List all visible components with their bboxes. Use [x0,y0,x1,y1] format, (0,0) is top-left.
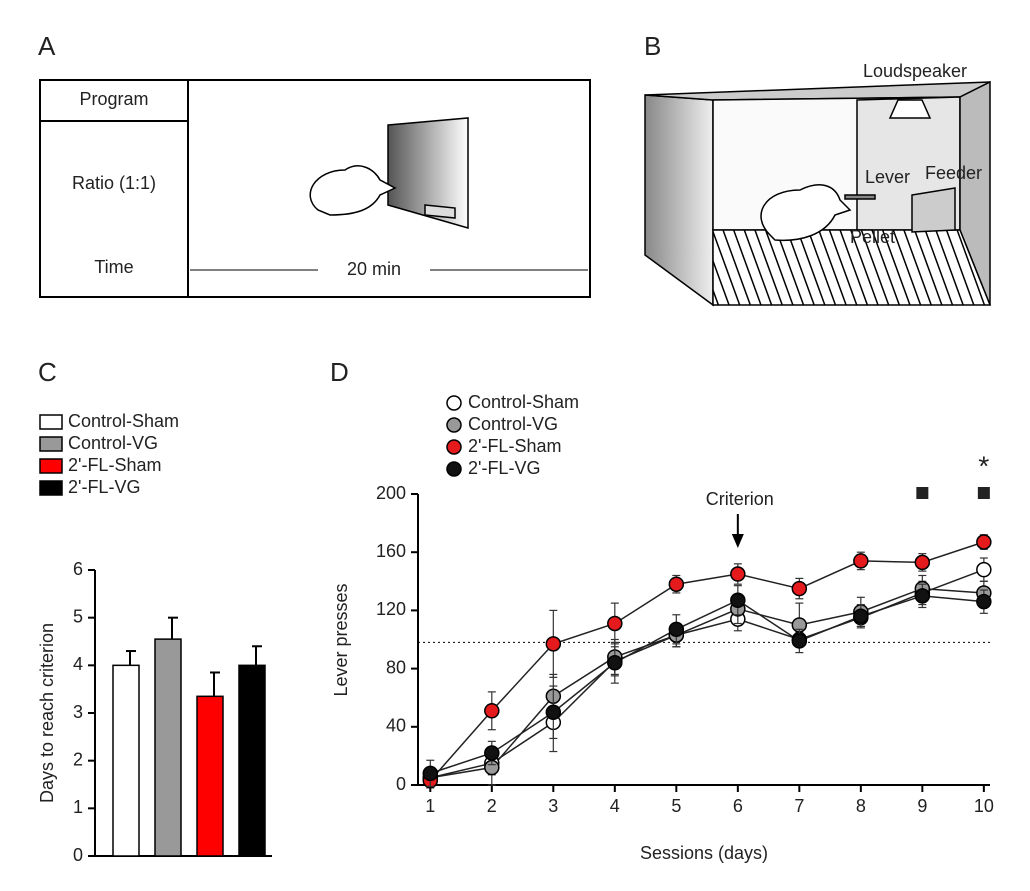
duration-label: 20 min [347,259,401,279]
loudspeaker-label: Loudspeaker [863,61,967,81]
x-axis-label: Sessions (days) [640,843,768,863]
feeder-label: Feeder [925,163,982,183]
x-tick-label: 10 [974,796,994,816]
data-point [914,588,931,604]
series-line [430,568,985,779]
data-point [853,608,869,624]
x-tick-label: 6 [733,796,743,816]
data-point [791,633,808,649]
y-tick-label: 5 [73,606,83,626]
operant-box-sketch [644,80,992,307]
series-line [430,595,984,775]
legend-marker [446,439,462,455]
pellet-label: Pellet [850,227,895,247]
x-tick-label: 3 [548,796,558,816]
y-tick-label: 200 [376,483,406,503]
data-point [853,553,869,569]
y-tick-label: 0 [73,845,83,865]
legend-swatch [39,480,63,496]
bar [154,638,182,857]
data-point [976,593,992,610]
y-tick-label: 3 [73,702,83,722]
data-point [668,576,685,592]
significance: * [978,450,989,481]
data-point [545,704,562,720]
y-tick-label: 160 [376,541,406,561]
schedule-label: Ratio (1:1) [72,173,156,193]
y-axis-label: Days to reach criterion [37,623,57,803]
x-tick-label: 1 [425,796,435,816]
x-tick-label: 5 [671,796,681,816]
y-tick-label: 0 [396,774,406,794]
lever-label: Lever [865,167,910,187]
legend-label: Control-VG [68,433,158,453]
y-tick-label: 120 [376,599,406,619]
series-line [429,541,985,782]
data-point [484,745,500,761]
data-point [607,655,623,671]
data-point [422,765,439,782]
x-tick-label: 4 [610,796,620,816]
legend-marker [446,461,462,477]
data-point [976,534,992,550]
bar [238,664,266,857]
data-point [607,615,623,632]
legend-label: Control-Sham [468,392,579,412]
data-point [545,636,562,652]
panel-label: A [38,31,56,61]
legend-label: 2'-FL-Sham [468,436,561,456]
annotation: Criterion [706,489,774,509]
significance-square [916,487,929,499]
data-point [914,554,931,571]
significance-square [977,487,990,499]
legend-label: 2'-FL-Sham [68,455,161,475]
rat-chamber-sketch [309,117,469,229]
bar [112,664,140,857]
y-axis-label: Lever presses [331,583,351,696]
program-table [39,79,591,298]
legend-label: 2'-FL-VG [468,458,540,478]
x-tick-label: 9 [917,796,927,816]
arrow-head [731,534,744,548]
data-point [730,592,746,608]
legend-label: Control-Sham [68,411,179,431]
y-tick-label: 80 [386,657,406,677]
bar [196,695,224,857]
panel-label: D [330,357,349,387]
data-point [668,621,685,638]
legend-label: Control-VG [468,414,558,434]
table-header: Program [79,89,148,109]
y-tick-label: 40 [386,716,406,736]
time-label: Time [94,257,133,277]
y-tick-label: 1 [73,797,83,817]
legend-swatch [39,414,63,430]
x-tick-label: 7 [794,796,804,816]
y-tick-label: 6 [73,559,83,579]
data-point [484,703,500,719]
legend-swatch [39,436,63,452]
legend-swatch [39,458,63,474]
x-tick-label: 2 [487,796,497,816]
data-point [730,566,746,582]
panel-label: C [38,357,57,387]
legend-marker [446,417,462,433]
legend-marker [446,395,462,411]
panel-label: B [644,31,661,61]
y-tick-label: 4 [73,654,83,674]
legend-label: 2'-FL-VG [68,477,140,497]
y-tick-label: 2 [73,749,83,769]
data-point [791,580,808,597]
data-point [976,561,992,578]
x-tick-label: 8 [856,796,866,816]
